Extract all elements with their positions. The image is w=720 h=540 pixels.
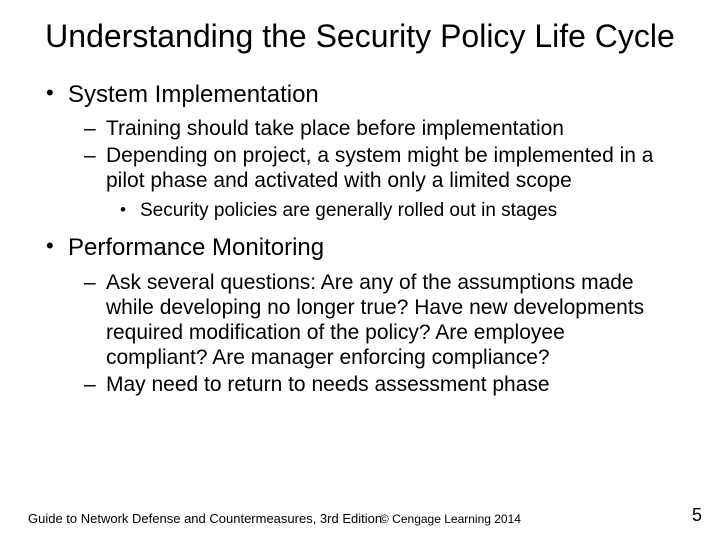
slide-title: Understanding the Security Policy Life C…: [28, 18, 692, 55]
bullet-lvl2: Ask several questions: Are any of the as…: [34, 270, 692, 371]
bullet-lvl2: May need to return to needs assessment p…: [34, 372, 692, 397]
footer-source: Guide to Network Defense and Countermeas…: [28, 511, 382, 526]
bullet-lvl2: Training should take place before implem…: [34, 116, 692, 141]
bullet-lvl1: Performance Monitoring: [34, 232, 692, 263]
footer-copyright: © Cengage Learning 2014: [380, 512, 521, 526]
bullet-lvl1: System Implementation: [34, 79, 692, 110]
slide-content: System Implementation Training should ta…: [28, 79, 692, 398]
slide: Understanding the Security Policy Life C…: [0, 0, 720, 540]
footer-page-number: 5: [692, 505, 702, 526]
bullet-lvl3: Security policies are generally rolled o…: [34, 200, 692, 223]
bullet-lvl2: Depending on project, a system might be …: [34, 143, 692, 193]
